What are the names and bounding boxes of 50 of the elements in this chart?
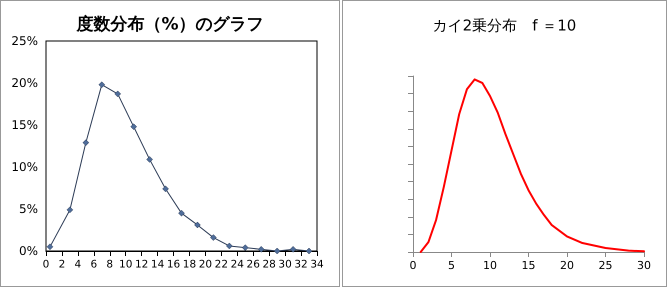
point xyxy=(162,186,169,192)
x-tick-label: 5 xyxy=(448,259,455,272)
point xyxy=(290,246,296,253)
point xyxy=(306,248,312,254)
x-tick-label: 10 xyxy=(483,259,497,272)
point xyxy=(178,210,185,216)
point xyxy=(242,244,249,251)
y-tick-label: 0% xyxy=(18,244,38,258)
x-tick-label: 14 xyxy=(150,258,165,270)
x-tick-label: 0 xyxy=(410,259,416,272)
x-tick-label: 12 xyxy=(134,258,148,270)
x-tick-label: 2 xyxy=(58,258,66,270)
y-tick-label: 15% xyxy=(11,118,38,132)
point xyxy=(130,123,137,130)
x-tick-label: 10 xyxy=(119,258,132,270)
x-tick-label: 26 xyxy=(246,258,260,270)
x-tick-label: 15 xyxy=(522,259,536,272)
point xyxy=(66,206,74,214)
x-tick-label: 20 xyxy=(560,259,574,272)
x-tick-label: 18 xyxy=(182,258,196,270)
x-tick-label: 6 xyxy=(90,258,98,270)
point xyxy=(226,242,233,250)
x-tick-label: 0 xyxy=(42,258,50,270)
x-tick-label: 25 xyxy=(598,259,612,272)
point xyxy=(146,156,153,163)
point xyxy=(46,244,54,250)
x-tick-label: 4 xyxy=(74,258,82,270)
x-tick-label: 30 xyxy=(637,259,651,272)
x-tick-label: 22 xyxy=(214,258,228,270)
x-tick-label: 32 xyxy=(294,258,308,270)
x-tick-label: 28 xyxy=(262,258,276,270)
x-tick-label: 30 xyxy=(278,258,292,270)
y-tick-label: 10% xyxy=(11,160,38,174)
point xyxy=(194,222,201,228)
x-tick-label: 8 xyxy=(106,258,114,270)
x-tick-label: 34 xyxy=(310,258,324,270)
x-tick-label: 24 xyxy=(230,258,244,270)
point xyxy=(258,246,264,253)
y-tick-label: 5% xyxy=(18,202,38,216)
x-tick-label: 16 xyxy=(166,258,181,270)
y-tick-label: 25% xyxy=(11,34,38,48)
chart-title: 度数分布（%）のグラフ xyxy=(75,14,264,34)
y-tick-label: 20% xyxy=(11,76,38,90)
point xyxy=(98,81,106,88)
x-tick-label: 20 xyxy=(198,258,212,270)
point xyxy=(210,234,217,241)
point xyxy=(114,90,121,98)
point xyxy=(82,139,90,146)
point xyxy=(274,248,280,254)
chart-title: カイ2乗分布 f ＝10 xyxy=(432,16,576,34)
